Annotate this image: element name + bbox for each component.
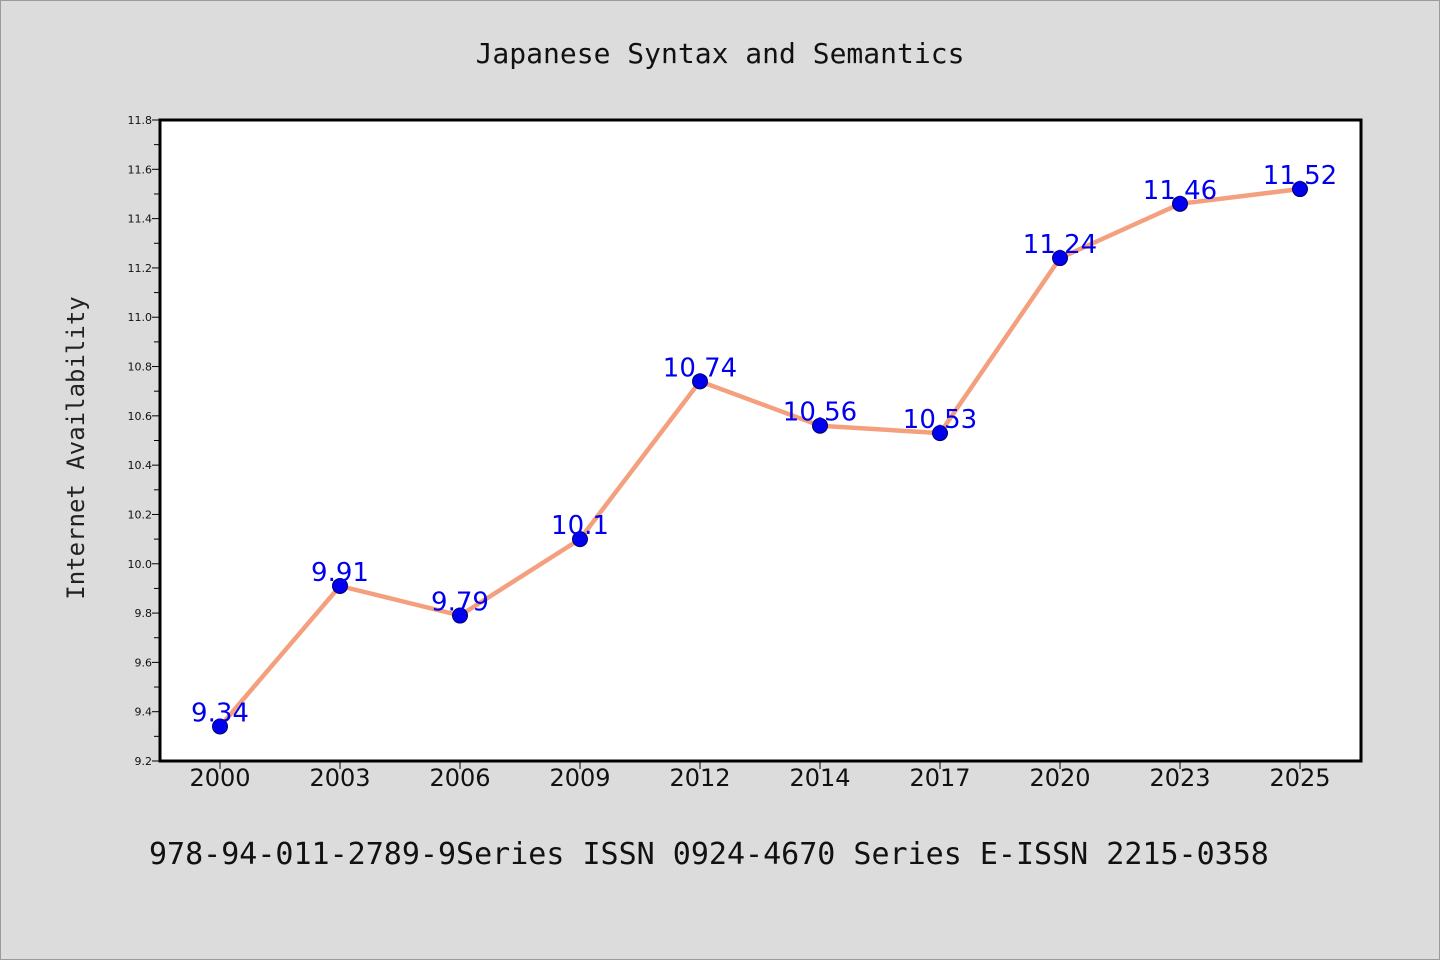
data-point-label: 9.34 bbox=[191, 698, 249, 728]
y-tick-label: 10.6 bbox=[128, 410, 153, 423]
y-tick-label: 11.6 bbox=[128, 163, 153, 176]
series-markers bbox=[212, 181, 1308, 735]
data-point-marker bbox=[692, 373, 708, 390]
x-tick-label: 2023 bbox=[1149, 764, 1210, 792]
plot-area bbox=[160, 120, 1361, 761]
y-tick-label: 11.0 bbox=[128, 311, 153, 324]
x-tick-label: 2000 bbox=[189, 764, 250, 792]
y-tick-label: 10.2 bbox=[128, 508, 153, 521]
y-axis-label: Internet Availability bbox=[62, 296, 90, 599]
data-point-marker bbox=[212, 718, 228, 735]
x-tick-label: 2025 bbox=[1269, 764, 1330, 792]
data-point-marker bbox=[1052, 250, 1068, 267]
y-tick-label: 9.2 bbox=[135, 755, 153, 768]
data-point-label: 10.56 bbox=[783, 398, 857, 428]
x-tick-label: 2003 bbox=[309, 764, 370, 792]
data-point-label: 11.24 bbox=[1023, 230, 1097, 260]
y-tick-label: 11.4 bbox=[128, 213, 153, 226]
data-point-label: 11.46 bbox=[1143, 176, 1217, 206]
plot-frame bbox=[158, 118, 1363, 763]
x-tick-label: 2006 bbox=[429, 764, 490, 792]
data-point-label: 9.91 bbox=[311, 558, 369, 588]
y-tick-label: 10.0 bbox=[128, 558, 153, 571]
series-line bbox=[217, 186, 1303, 729]
data-point-marker bbox=[1292, 181, 1308, 198]
data-point-label: 9.79 bbox=[431, 588, 489, 618]
y-tick-label: 10.8 bbox=[128, 361, 153, 374]
data-point-label: 10.53 bbox=[903, 405, 977, 435]
data-point-label: 10.1 bbox=[551, 511, 609, 541]
y-axis: 9.2 9.4 9.6 9.8 10.0 10.2 10.4 10.6 10.8 11.0 11.2… bbox=[128, 114, 160, 768]
y-tick-label: 11.2 bbox=[128, 262, 153, 275]
data-point-marker bbox=[452, 607, 468, 624]
chart-title: Japanese Syntax and Semantics bbox=[476, 37, 965, 70]
footer-text: 978-94-011-2789-9Series ISSN 0924-4670 S… bbox=[149, 837, 1269, 872]
data-labels: 9.34 9.91 9.79 10.1 10.74 10.56 10.53 11.24 11.4… bbox=[191, 161, 1337, 728]
x-tick-label: 2017 bbox=[909, 764, 970, 792]
y-tick-label: 9.8 bbox=[135, 607, 153, 620]
data-point-marker bbox=[572, 531, 588, 548]
x-tick-label: 2014 bbox=[789, 764, 850, 792]
x-tick-label: 2020 bbox=[1029, 764, 1090, 792]
data-point-marker bbox=[1172, 195, 1188, 212]
x-tick-label: 2009 bbox=[549, 764, 610, 792]
data-point-marker bbox=[332, 577, 348, 594]
y-tick-label: 11.8 bbox=[128, 114, 153, 127]
y-tick-label: 10.4 bbox=[128, 459, 153, 472]
x-tick-label: 2012 bbox=[669, 764, 730, 792]
data-point-marker bbox=[812, 417, 828, 434]
y-tick-label: 9.4 bbox=[135, 706, 153, 719]
x-axis: 2000 2003 2006 2009 2012 2014 2017 2020 2023 2025 bbox=[189, 761, 1331, 792]
y-tick-label: 9.6 bbox=[135, 656, 153, 669]
data-point-marker bbox=[932, 425, 948, 442]
data-point-label: 11.52 bbox=[1263, 161, 1337, 191]
data-point-label: 10.74 bbox=[663, 353, 737, 383]
